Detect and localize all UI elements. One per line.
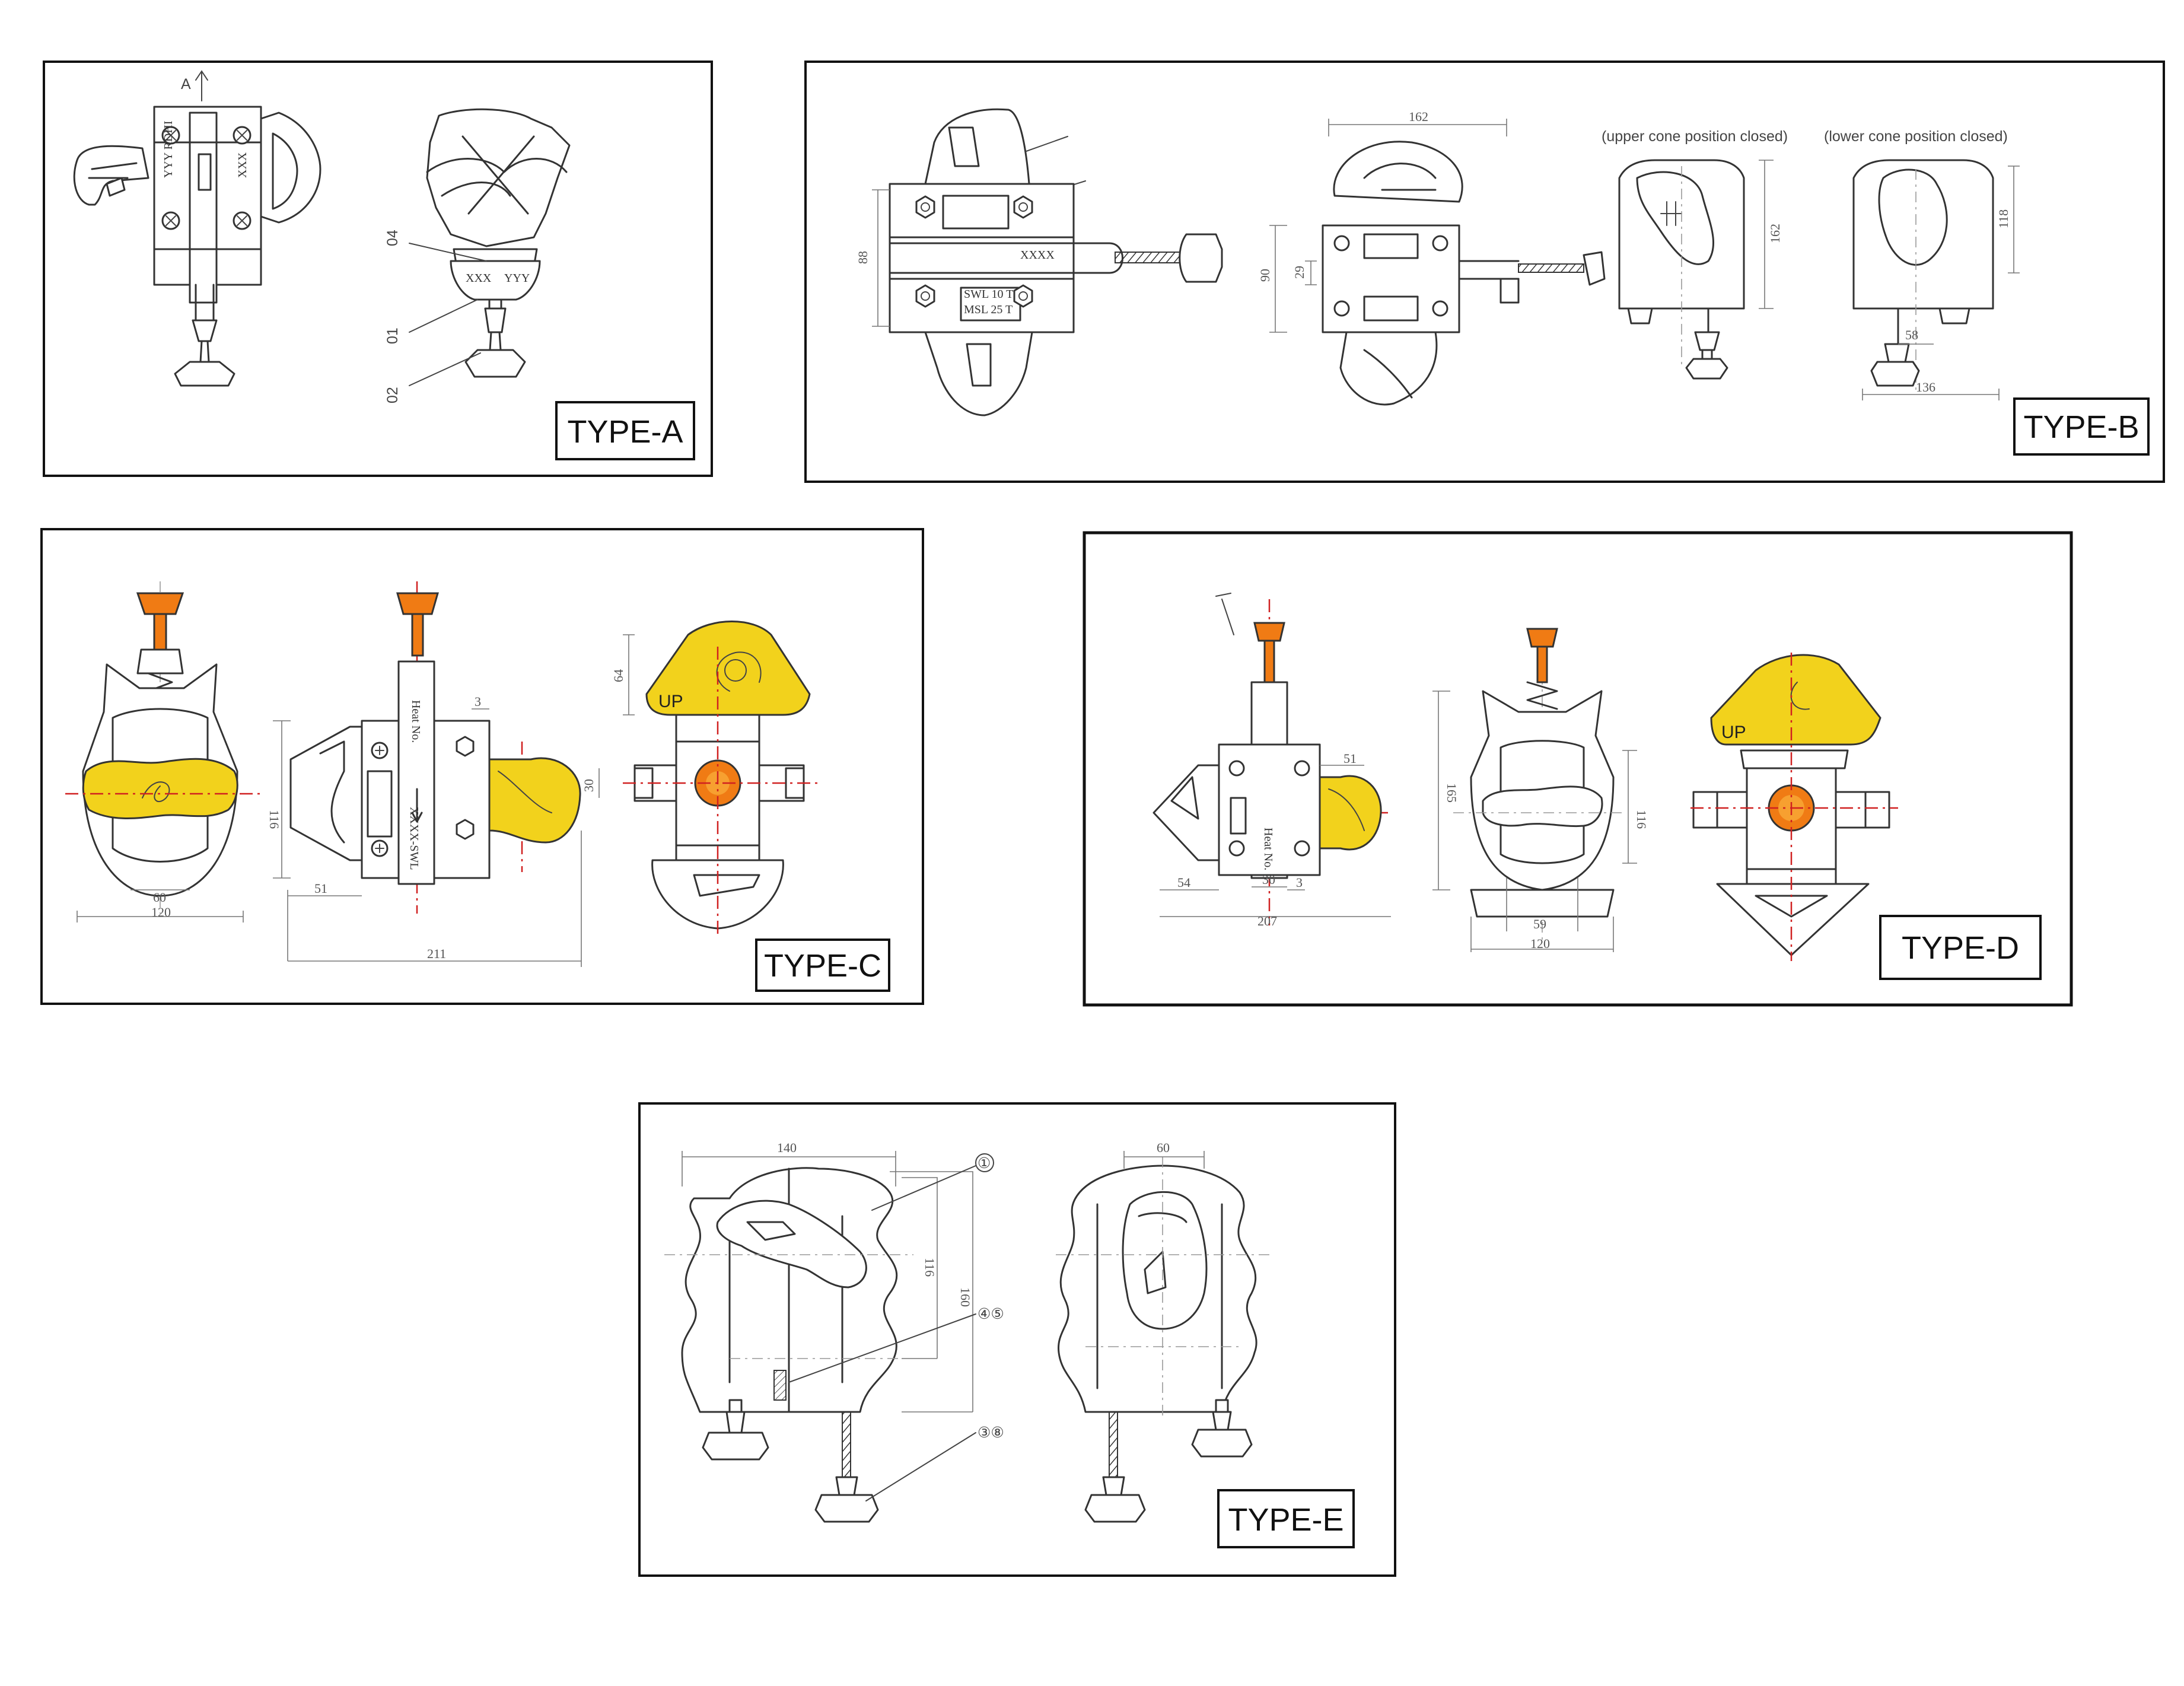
- dim-b-162a: 162: [1409, 109, 1428, 124]
- plate-msl: MSL 25 T: [964, 303, 1013, 316]
- type-d-top-view: UP: [1690, 653, 1898, 961]
- dim-d-30: 30: [1262, 872, 1275, 887]
- type-a-label-box: [555, 401, 695, 460]
- dim-b-136: 136: [1916, 380, 1935, 395]
- dim-d-3: 3: [1296, 875, 1303, 890]
- type-e-label: TYPE-E: [1228, 1502, 1343, 1538]
- dim-d-116: 116: [1634, 810, 1649, 829]
- type-d-up-text: UP: [1721, 723, 1746, 742]
- panel-type-d: Heat No. 51 54 30 3 207 165 116: [1083, 531, 2073, 1007]
- dim-c-116: 116: [267, 810, 282, 829]
- type-d-label: TYPE-D: [1902, 930, 2019, 966]
- type-d-side-view: Heat No. 51 54 30 3 207: [1153, 593, 1391, 928]
- dim-d-165: 165: [1444, 783, 1459, 803]
- type-e-label-box: [1217, 1489, 1355, 1548]
- svg-text:XXX: XXX: [236, 152, 249, 178]
- svg-text:XXXX-SWL: XXXX-SWL: [407, 807, 421, 870]
- dim-e-160: 160: [958, 1287, 973, 1307]
- dim-b-90: 90: [1257, 269, 1272, 282]
- type-d-label-box: [1879, 915, 2042, 980]
- type-e-right-view: 60: [1056, 1140, 1269, 1523]
- callout-04: 04: [384, 230, 401, 246]
- dim-b-29: 29: [1292, 266, 1307, 279]
- callout-45: ④⑤: [978, 1306, 1004, 1322]
- type-b-lower-closed-view: (lower cone position closed) 118 58 136: [1824, 128, 2020, 400]
- dim-c-30: 30: [581, 779, 596, 792]
- type-b-label: TYPE-B: [2023, 409, 2139, 445]
- type-c-label: TYPE-C: [764, 948, 881, 984]
- dim-c-60: 60: [153, 890, 166, 905]
- dim-e-140: 140: [777, 1140, 797, 1155]
- dim-b-162b: 162: [1768, 224, 1782, 243]
- plate-swl: SWL 10 T: [964, 288, 1013, 301]
- dim-d-59: 59: [1533, 917, 1546, 931]
- dim-b-58: 58: [1905, 327, 1918, 342]
- svg-text:Heat No.: Heat No.: [1262, 828, 1275, 870]
- dim-d-51: 51: [1343, 751, 1357, 766]
- dim-b-88: 88: [855, 251, 870, 264]
- type-c-top-view: UP 64 30: [581, 621, 819, 937]
- type-b-front-view: SWL 10 T MSL 25 T XXXX 88: [855, 108, 1223, 416]
- type-c-up-text: UP: [658, 692, 683, 711]
- svg-text:YYY RDHI: YYY RDHI: [162, 121, 175, 178]
- type-d-front-view: 165 116 59 120: [1432, 628, 1649, 952]
- section-mark-top: A: [181, 76, 191, 93]
- dim-c-51: 51: [314, 881, 327, 896]
- dim-d-207: 207: [1257, 914, 1277, 928]
- panel-type-e: 140 116 160 ① ④⑤ ③⑧ 60: [638, 1102, 1396, 1577]
- type-c-front-view: 60 120: [65, 581, 261, 922]
- svg-text:YYY: YYY: [504, 272, 530, 285]
- type-c-label-box: [755, 939, 890, 992]
- type-a-label: TYPE-A: [567, 414, 683, 450]
- callout-1: ①: [978, 1155, 991, 1172]
- svg-text:Heat No.: Heat No.: [409, 700, 422, 743]
- dim-c-3: 3: [475, 694, 481, 709]
- dim-c-64: 64: [611, 669, 626, 682]
- dim-c-120: 120: [151, 905, 171, 920]
- type-b-label-box: [2013, 397, 2150, 456]
- svg-text:XXX: XXX: [466, 272, 492, 285]
- panel-type-c: 60 120 Heat No. XXXX-SWL 116 3: [40, 528, 924, 1005]
- callout-38: ③⑧: [978, 1424, 1004, 1441]
- panel-type-b: SWL 10 T MSL 25 T XXXX 88: [804, 61, 2165, 483]
- caption-upper-closed: (upper cone position closed): [1602, 128, 1788, 145]
- type-b-side-view: 162 90 29: [1257, 109, 1606, 406]
- dim-d-120: 120: [1530, 936, 1550, 951]
- type-c-side-view: Heat No. XXXX-SWL 116 3 51 211: [267, 581, 582, 967]
- dim-d-54: 54: [1177, 875, 1190, 890]
- dim-e-116: 116: [922, 1258, 937, 1277]
- type-e-left-view: 140 116 160 ① ④⑤ ③⑧: [664, 1140, 1004, 1523]
- panel-type-a: YYY RDHI XXX A A XXX YYY: [43, 61, 713, 477]
- dim-c-211: 211: [427, 946, 446, 961]
- callout-02: 02: [384, 387, 401, 403]
- type-b-upper-closed-view: (upper cone position closed) 162: [1602, 128, 1788, 380]
- type-a-side-view: YYY RDHI XXX A A: [73, 70, 321, 387]
- dim-b-118: 118: [1996, 209, 2011, 228]
- dim-e-60: 60: [1157, 1140, 1170, 1155]
- callout-01: 01: [384, 327, 401, 344]
- svg-text:XXXX: XXXX: [1020, 249, 1055, 262]
- type-a-front-view: XXX YYY 04 01 02: [384, 108, 571, 403]
- caption-lower-closed: (lower cone position closed): [1824, 128, 2008, 145]
